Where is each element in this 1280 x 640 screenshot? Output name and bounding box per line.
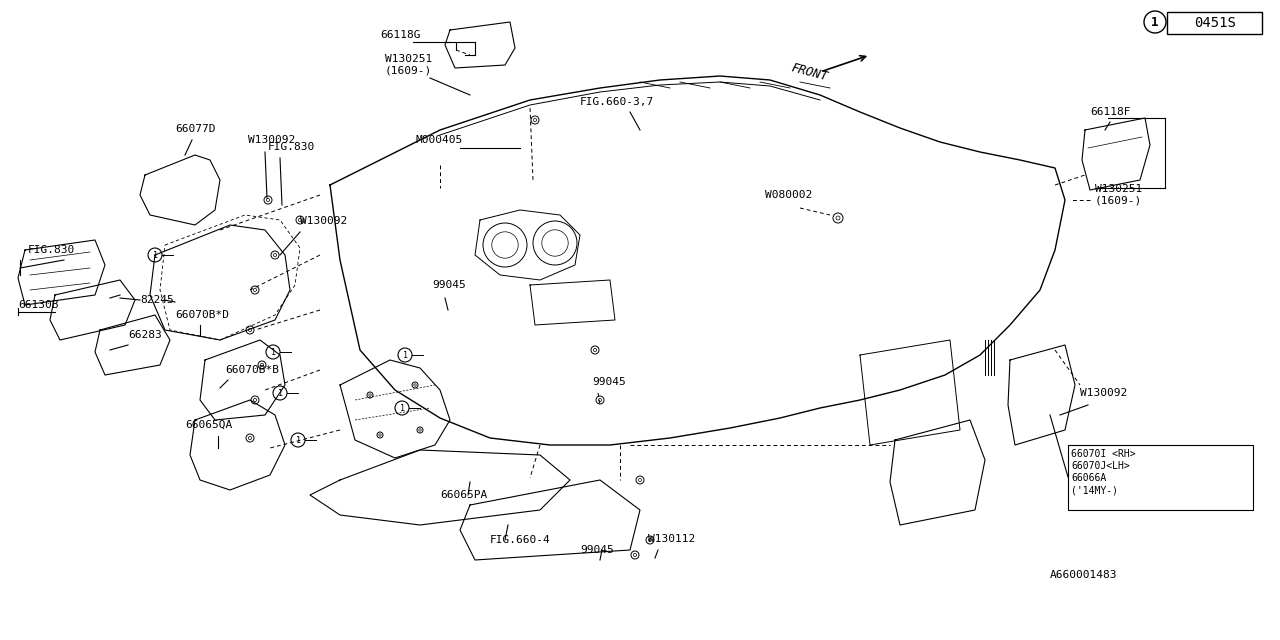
Text: 99045: 99045 [433,280,466,290]
Text: 66066A: 66066A [1071,473,1106,483]
Text: 1: 1 [270,348,275,356]
Text: 66070I <RH>: 66070I <RH> [1071,449,1135,459]
Text: 1: 1 [402,351,407,360]
Text: FIG.660-3,7: FIG.660-3,7 [580,97,654,107]
Text: 1: 1 [1151,15,1158,29]
Text: W130112: W130112 [648,534,695,544]
Text: 66130B: 66130B [18,300,59,310]
Text: (1609-): (1609-) [385,65,433,75]
Text: 66118F: 66118F [1091,107,1130,117]
Text: W130251: W130251 [1094,184,1142,194]
FancyBboxPatch shape [1167,12,1262,34]
Text: (1609-): (1609-) [1094,195,1142,205]
Text: 1: 1 [399,403,404,413]
Text: 66070J<LH>: 66070J<LH> [1071,461,1130,471]
Text: 66070B*B: 66070B*B [225,365,279,375]
Text: FIG.660-4: FIG.660-4 [490,535,550,545]
Text: FRONT: FRONT [790,61,829,83]
Text: 66283: 66283 [128,330,161,340]
Text: 82245: 82245 [140,295,174,305]
Text: 1: 1 [278,388,283,397]
Text: 66077D: 66077D [175,124,215,134]
Text: 99045: 99045 [580,545,613,555]
Text: FIG.830: FIG.830 [28,245,76,255]
Text: FIG.830: FIG.830 [268,142,315,152]
Text: 1: 1 [152,250,157,259]
Text: 99045: 99045 [593,377,626,387]
Text: A660001483: A660001483 [1050,570,1117,580]
Text: M000405: M000405 [415,135,462,145]
Text: ('14MY-): ('14MY-) [1071,485,1117,495]
Text: 1: 1 [296,435,301,445]
Text: 66118G: 66118G [380,30,421,40]
Text: 66065QA: 66065QA [186,420,232,430]
Text: W080002: W080002 [765,190,813,200]
FancyBboxPatch shape [1068,445,1253,510]
Text: W130251: W130251 [385,54,433,64]
Text: 0451S: 0451S [1194,16,1236,30]
Text: 66065PA: 66065PA [440,490,488,500]
Text: 66070B*D: 66070B*D [175,310,229,320]
Text: W130092: W130092 [1080,388,1128,398]
Text: W130092: W130092 [248,135,296,145]
Text: W130092: W130092 [300,216,347,226]
